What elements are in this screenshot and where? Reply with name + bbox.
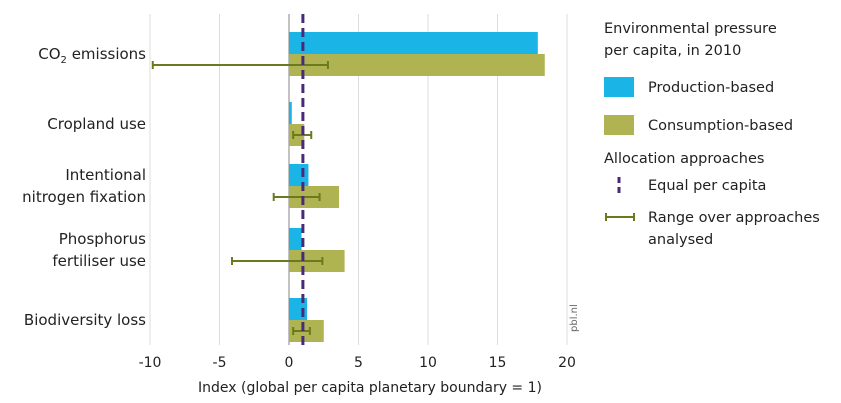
legend-title-line-1: per capita, in 2010 bbox=[604, 43, 741, 59]
x-tick-label-2: 0 bbox=[285, 355, 294, 371]
legend-swatch-0 bbox=[604, 77, 634, 97]
x-tick-label-0: -10 bbox=[139, 355, 162, 371]
bar-production-1 bbox=[289, 102, 292, 124]
source-label: pbl.nl bbox=[569, 304, 580, 332]
bars bbox=[289, 32, 545, 342]
legend-title-line-0: Environmental pressure bbox=[604, 21, 777, 37]
range-bar-2 bbox=[272, 193, 321, 201]
legend-symbol-range-bar bbox=[605, 213, 635, 221]
legend-swatch-1 bbox=[604, 115, 634, 135]
category-label-4: Biodiversity loss bbox=[24, 311, 146, 329]
x-axis-title: Index (global per capita planetary bound… bbox=[198, 380, 542, 396]
category-label-1: Cropland use bbox=[47, 115, 146, 133]
bar-production-0 bbox=[289, 32, 538, 54]
x-tick-label-4: 10 bbox=[419, 355, 437, 371]
legend: Environmental pressure per capita, in 201… bbox=[604, 21, 820, 248]
category-label-2-line-0: Intentional bbox=[65, 166, 146, 184]
range-bar-0 bbox=[151, 61, 329, 69]
bar-production-2 bbox=[289, 164, 309, 186]
x-tick-label-5: 15 bbox=[489, 355, 507, 371]
legend-section-title: Allocation approaches bbox=[604, 151, 764, 167]
category-label-3-line-1: fertiliser use bbox=[52, 252, 146, 270]
bar-consumption-0 bbox=[289, 54, 545, 76]
legend-item-label-1-line-0: Range over approaches bbox=[648, 210, 820, 226]
error-bars bbox=[151, 61, 329, 335]
x-tick-labels: -10 -5 0 5 10 15 20 bbox=[139, 355, 576, 371]
legend-item-label-1-line-1: analysed bbox=[648, 232, 713, 248]
legend-item-label-0-line-0: Equal per capita bbox=[648, 178, 766, 194]
range-bar-3 bbox=[231, 257, 324, 265]
x-tick-label-6: 20 bbox=[558, 355, 576, 371]
x-tick-label-3: 5 bbox=[354, 355, 363, 371]
category-label-2-line-1: nitrogen fixation bbox=[22, 188, 146, 206]
legend-label-1: Consumption-based bbox=[648, 118, 793, 134]
x-tick-label-1: -5 bbox=[213, 355, 227, 371]
category-label-0: CO2 emissions bbox=[38, 45, 146, 66]
bar-production-3 bbox=[289, 228, 302, 250]
category-labels: CO2 emissions Cropland use Intentional nitr… bbox=[22, 45, 146, 329]
category-label-3-line-0: Phosphorus bbox=[59, 230, 146, 248]
legend-label-0: Production-based bbox=[648, 80, 774, 96]
